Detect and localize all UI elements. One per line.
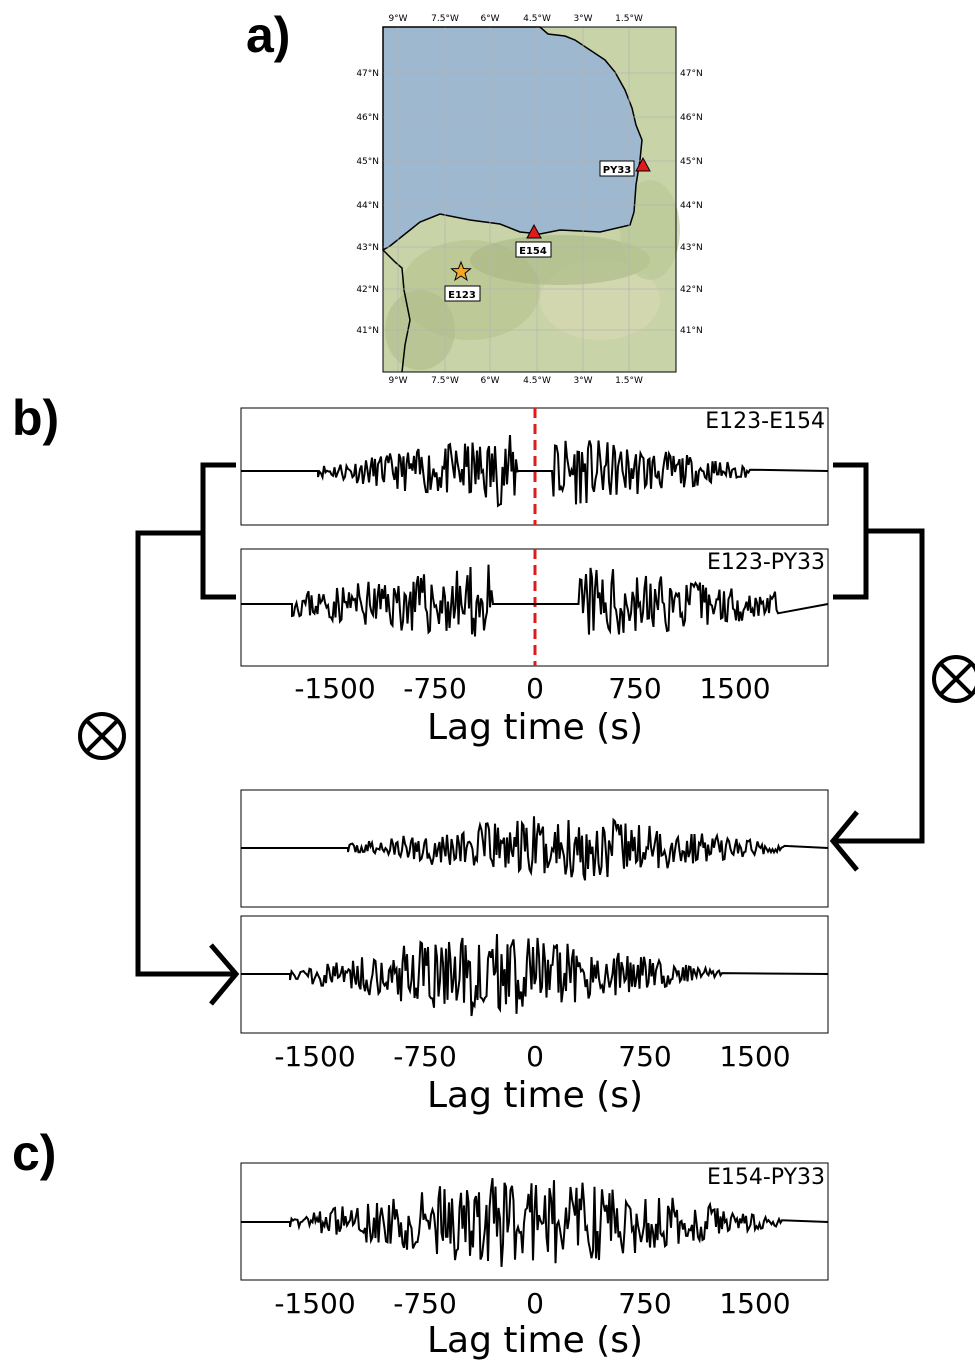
x-tick-label: -750 [403,672,467,705]
station-label-py33: PY33 [603,165,632,176]
x-axis-title: Lag time (s) [427,707,643,748]
lon-tick-top: 3°W [573,14,592,24]
x-axis-title: Lag time (s) [427,1075,643,1116]
waveform-e123-e154 [241,434,829,508]
lon-tick-top: 7.5°W [431,14,459,24]
lat-tick-right: 41°N [680,326,703,336]
lat-tick-left: 44°N [356,201,379,211]
x-axis-title: Lag time (s) [427,1320,643,1361]
map-sea [382,26,643,252]
lat-tick-left: 42°N [356,285,379,295]
lon-tick-bottom: 7.5°W [431,376,459,386]
lon-tick-bottom: 6°W [480,376,499,386]
panel-a-label: a) [246,7,290,63]
lat-tick-right: 45°N [680,157,703,167]
x-tick-label: 1500 [719,1287,790,1320]
x-tick-label: 1500 [699,672,770,705]
x-tick-label: 750 [618,1040,671,1073]
lon-tick-bottom: 1.5°W [615,376,643,386]
station-py33-triangle-icon [635,156,651,172]
pair-label-e123-e154: E123-E154 [705,409,825,434]
lat-tick-left: 47°N [356,69,379,79]
lat-tick-right: 42°N [680,285,703,295]
waveform-e123-py33 [241,564,829,637]
x-tick-label: -750 [393,1287,457,1320]
pair-label-e154-py33: E154-PY33 [707,1165,825,1190]
x-tick-label: 750 [618,1287,671,1320]
lon-tick-top: 6°W [480,14,499,24]
waveform-e154-py33 [241,1177,829,1267]
lon-tick-bottom: 3°W [573,376,592,386]
x-tick-label: 1500 [719,1040,790,1073]
lat-tick-left: 46°N [356,113,379,123]
x-tick-label: 750 [608,672,661,705]
station-label-e123: E123 [448,290,476,301]
station-label-e154: E154 [519,246,547,257]
x-tick-label: -1500 [294,672,375,705]
x-tick-label: -1500 [274,1040,355,1073]
panel-b-label: b) [12,390,59,446]
left-bracket-arrow [135,462,240,1006]
pair-label-e123-py33: E123-PY33 [707,550,825,575]
right-bracket-arrow [829,462,925,872]
waveform-correlation-right [241,816,829,881]
lat-tick-right: 44°N [680,201,703,211]
lon-tick-top: 4.5°W [523,14,551,24]
x-tick-label: 0 [526,1040,544,1073]
otimes-left-icon [78,712,126,760]
lat-tick-left: 43°N [356,243,379,253]
panel-c-label: c) [12,1125,56,1181]
lat-tick-right: 47°N [680,69,703,79]
lon-tick-bottom: 4.5°W [523,376,551,386]
otimes-right-icon [932,655,975,703]
lat-tick-left: 45°N [356,157,379,167]
map-panel: 9°W 7.5°W 6°W 4.5°W 3°W 1.5°W 9°W 7.5°W … [356,14,702,386]
lat-tick-right: 43°N [680,243,703,253]
lon-tick-top: 1.5°W [615,14,643,24]
x-tick-label: -750 [393,1040,457,1073]
station-e154-triangle-icon [526,223,542,239]
x-tick-label: -1500 [274,1287,355,1320]
lat-tick-left: 41°N [356,326,379,336]
lon-tick-top: 9°W [388,14,407,24]
waveform-correlation-left [241,934,829,1017]
lat-tick-right: 46°N [680,113,703,123]
station-e123-star-icon [450,260,472,282]
lon-tick-bottom: 9°W [388,376,407,386]
x-tick-label: 0 [526,1287,544,1320]
x-tick-label: 0 [526,672,544,705]
